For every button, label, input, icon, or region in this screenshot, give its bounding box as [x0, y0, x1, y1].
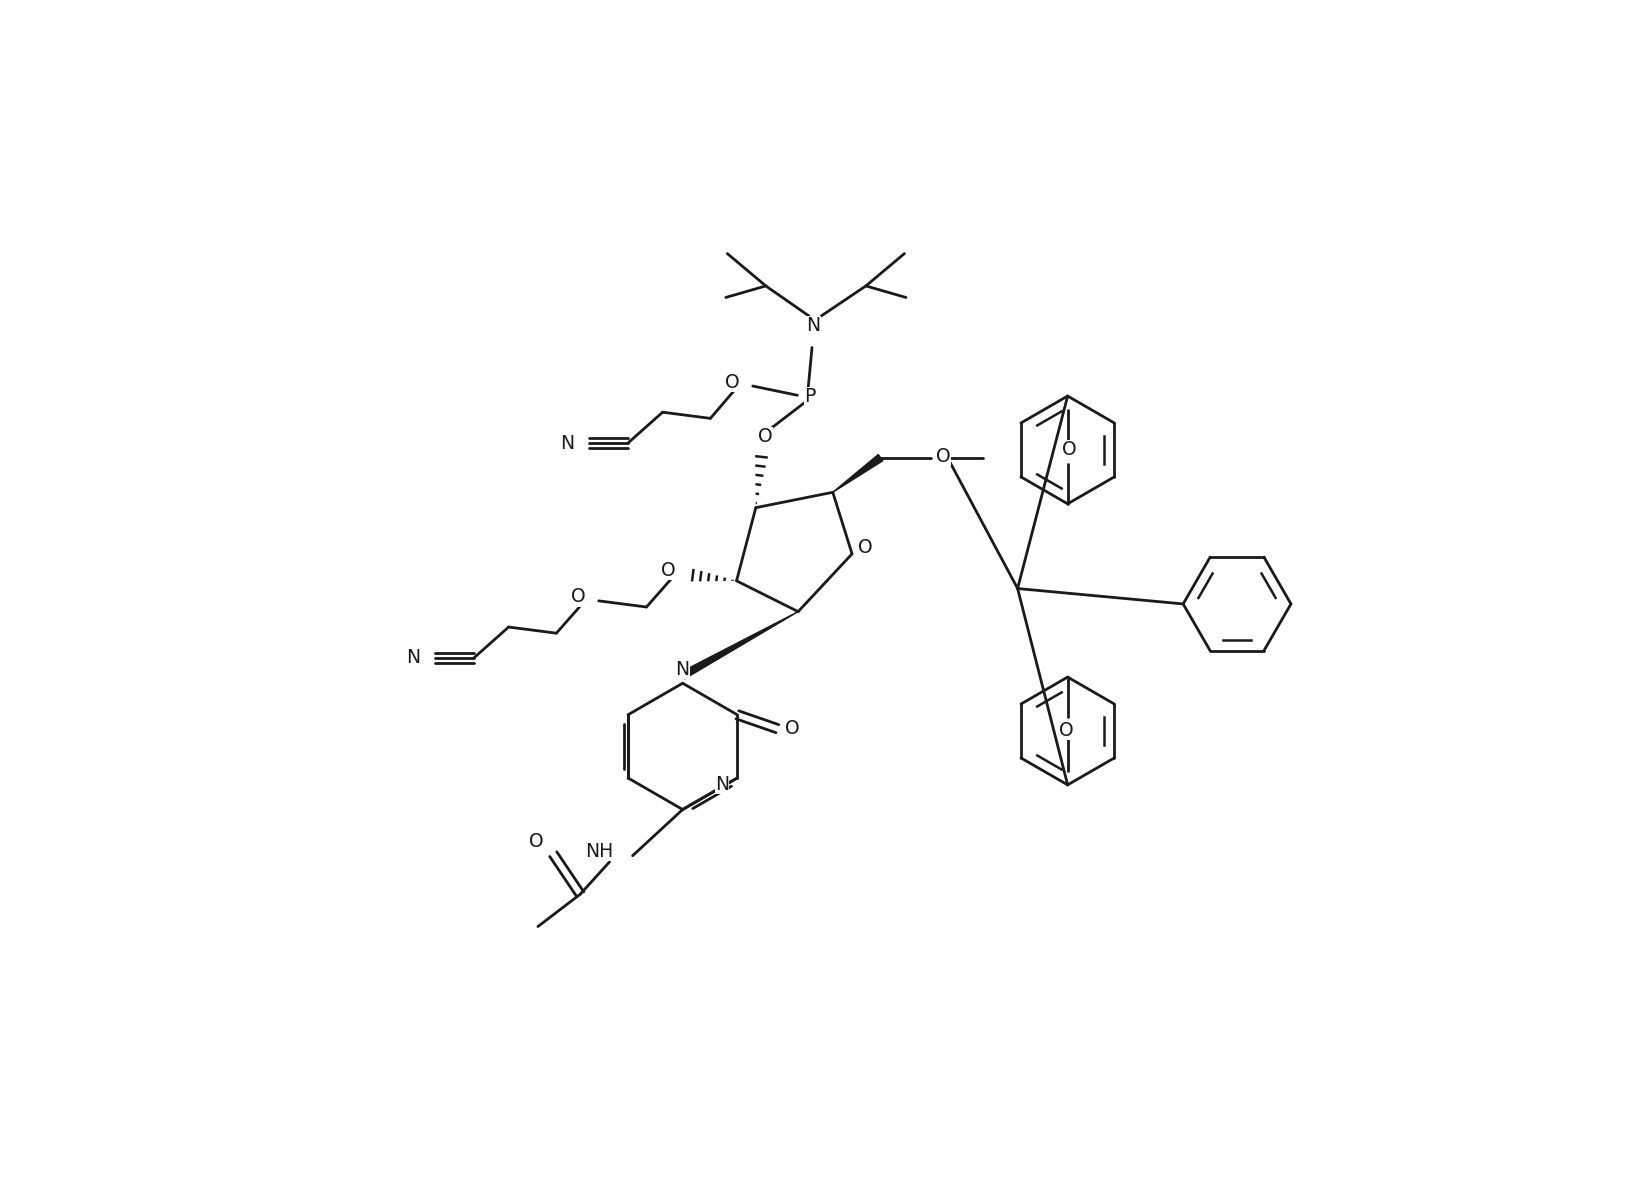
- Text: O: O: [785, 719, 800, 738]
- Text: NH: NH: [585, 843, 613, 862]
- Text: O: O: [857, 538, 872, 558]
- Text: P: P: [803, 387, 815, 406]
- Text: O: O: [529, 832, 544, 851]
- Text: O: O: [724, 373, 739, 392]
- Text: N: N: [559, 434, 574, 452]
- Text: N: N: [806, 316, 820, 334]
- Text: O: O: [570, 588, 585, 607]
- Polygon shape: [833, 454, 882, 493]
- Text: O: O: [661, 561, 675, 581]
- Text: N: N: [675, 660, 690, 679]
- Text: O: O: [936, 447, 951, 465]
- Text: N: N: [406, 648, 420, 667]
- Text: N: N: [715, 774, 729, 793]
- Text: O: O: [1060, 440, 1075, 459]
- Text: O: O: [757, 428, 772, 446]
- Text: O: O: [1059, 721, 1074, 740]
- Polygon shape: [680, 612, 798, 679]
